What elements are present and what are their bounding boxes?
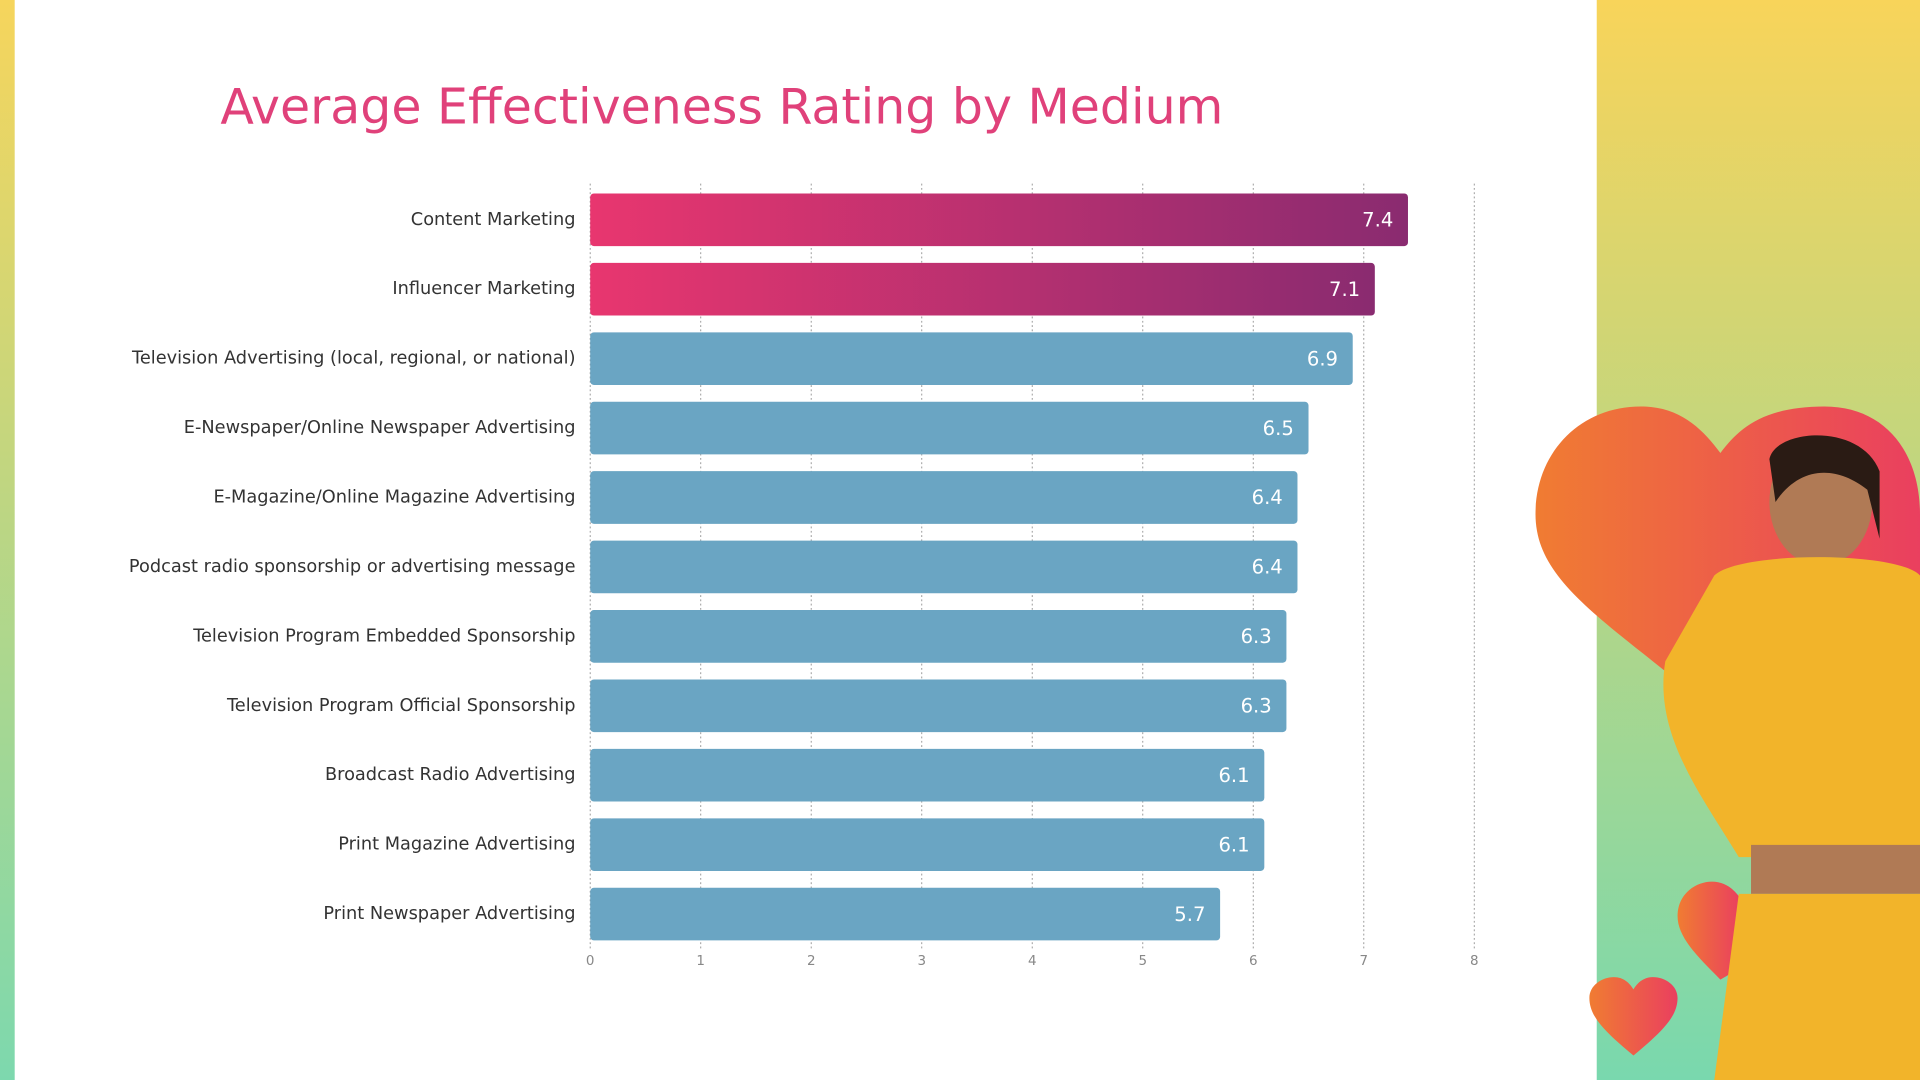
bar — [590, 679, 1287, 733]
value-label: 6.4 — [1252, 486, 1283, 509]
value-label: 7.1 — [1329, 278, 1360, 301]
x-tick-label: 4 — [1028, 954, 1037, 969]
x-tick-label: 0 — [586, 954, 595, 969]
value-label: 6.3 — [1241, 695, 1272, 718]
bar — [590, 748, 1265, 802]
bar — [590, 540, 1298, 594]
y-tick-label: Television Program Official Sponsorship — [226, 696, 576, 716]
bar — [590, 610, 1287, 663]
y-tick-label: E-Newspaper/Online Newspaper Advertising — [184, 418, 576, 438]
value-label: 6.5 — [1263, 417, 1294, 440]
x-tick-label: 6 — [1249, 954, 1258, 969]
y-tick-label: Influencer Marketing — [392, 279, 575, 299]
value-label: 6.1 — [1218, 764, 1249, 787]
bar — [590, 332, 1353, 385]
value-label: 6.3 — [1241, 625, 1272, 648]
value-label: 6.1 — [1218, 833, 1249, 856]
x-tick-label: 1 — [696, 954, 705, 969]
x-tick-label: 8 — [1470, 954, 1479, 969]
plot-area: 0 1 2 3 4 5 6 7 8 Content Marketing 7.4 Influencer … — [129, 183, 1479, 969]
y-tick-label: Print Magazine Advertising — [338, 835, 575, 855]
x-tick-label: 7 — [1359, 954, 1368, 969]
person — [1663, 435, 1920, 1080]
value-label: 5.7 — [1174, 903, 1205, 926]
bar — [590, 262, 1375, 316]
y-tick-label: Broadcast Radio Advertising — [325, 765, 576, 785]
bar — [590, 401, 1309, 455]
y-tick-label: Print Newspaper Advertising — [323, 904, 575, 924]
x-tick-label: 3 — [917, 954, 926, 969]
bar — [590, 818, 1265, 871]
value-label: 6.4 — [1252, 556, 1283, 579]
x-tick-label: 5 — [1138, 954, 1147, 969]
x-tick-label: 2 — [807, 954, 816, 969]
bar — [590, 887, 1221, 941]
y-tick-label: Television Advertising (local, regional,… — [131, 349, 575, 369]
bar — [590, 471, 1298, 524]
chart-title: Average Effectiveness Rating by Medium — [220, 79, 1223, 136]
value-label: 7.4 — [1362, 209, 1393, 232]
heart-small — [1589, 977, 1678, 1056]
left-strip — [0, 0, 15, 1080]
y-tick-label: E-Magazine/Online Magazine Advertising — [213, 488, 575, 508]
heart-medium — [1677, 881, 1742, 980]
y-tick-label: Content Marketing — [411, 210, 576, 230]
y-tick-label: Television Program Embedded Sponsorship — [192, 626, 575, 646]
y-tick-label: Podcast radio sponsorship or advertising… — [129, 557, 576, 577]
bar — [590, 193, 1408, 247]
value-label: 6.9 — [1307, 347, 1338, 370]
